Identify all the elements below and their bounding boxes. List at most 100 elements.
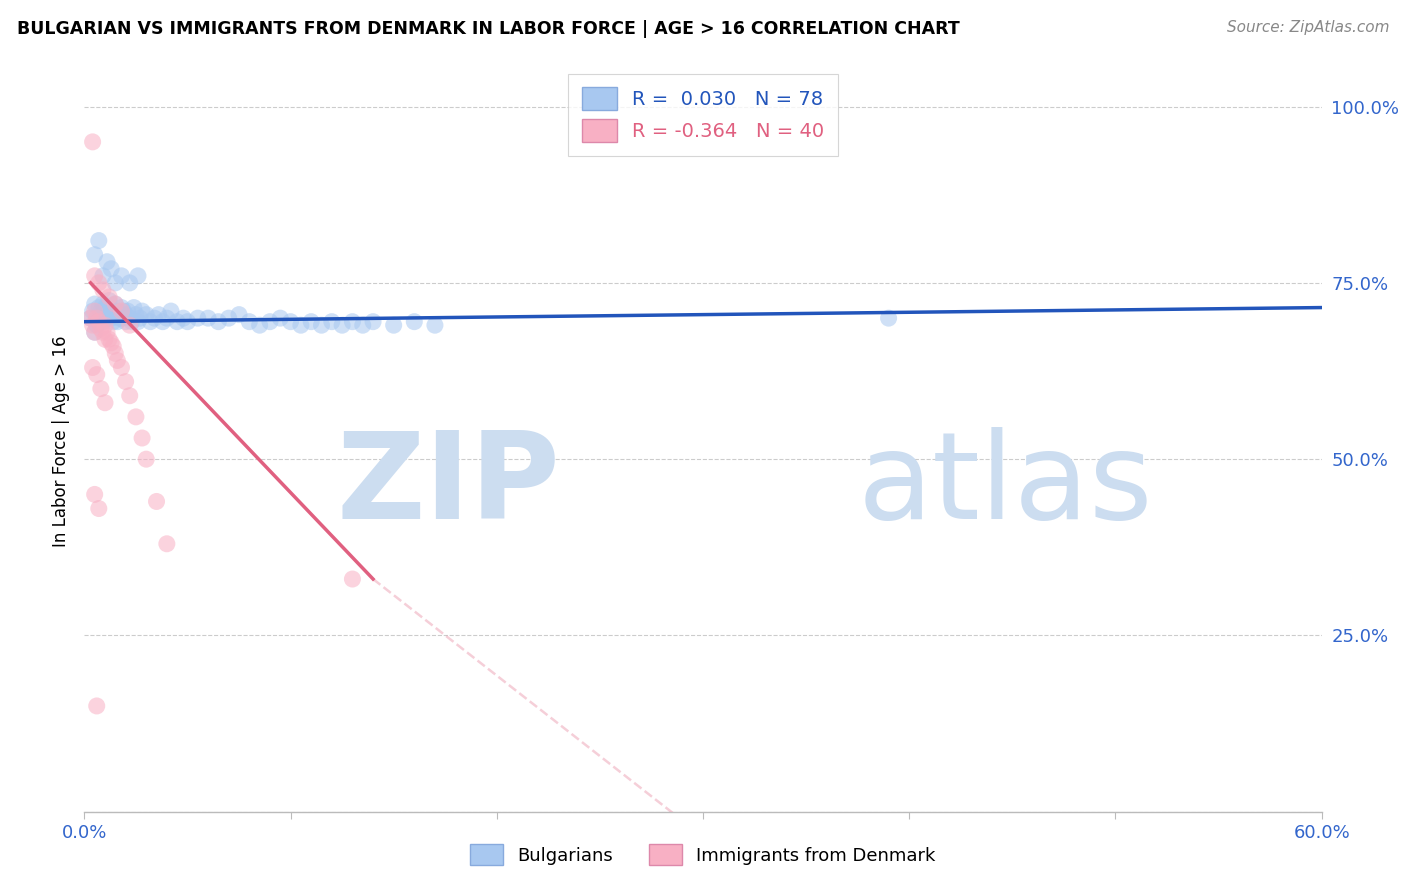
- Point: [131, 304, 153, 318]
- Point: [207, 315, 229, 329]
- Point: [118, 311, 141, 326]
- Point: [114, 375, 136, 389]
- Point: [197, 311, 219, 326]
- Point: [125, 308, 148, 322]
- Point: [104, 297, 127, 311]
- Point: [156, 311, 179, 326]
- Point: [110, 360, 132, 375]
- Point: [321, 315, 343, 329]
- Point: [98, 293, 121, 308]
- Point: [110, 304, 132, 318]
- Point: [299, 315, 322, 329]
- Point: [104, 276, 127, 290]
- Point: [82, 304, 104, 318]
- Point: [86, 311, 108, 326]
- Point: [160, 304, 183, 318]
- Point: [86, 368, 108, 382]
- Point: [166, 315, 188, 329]
- Point: [129, 311, 152, 326]
- Point: [87, 276, 110, 290]
- Point: [100, 311, 122, 326]
- Point: [105, 353, 128, 368]
- Point: [94, 318, 117, 333]
- Point: [103, 315, 125, 329]
- Point: [172, 311, 194, 326]
- Point: [228, 308, 250, 322]
- Point: [290, 318, 312, 333]
- Point: [87, 315, 110, 329]
- Point: [877, 311, 900, 326]
- Point: [94, 308, 117, 322]
- Point: [83, 304, 105, 318]
- Point: [94, 332, 117, 346]
- Point: [91, 315, 114, 329]
- Point: [96, 311, 118, 326]
- Point: [86, 698, 108, 713]
- Point: [121, 315, 143, 329]
- Point: [112, 304, 135, 318]
- Point: [82, 135, 104, 149]
- Legend: R =  0.030   N = 78, R = -0.364   N = 40: R = 0.030 N = 78, R = -0.364 N = 40: [568, 74, 838, 155]
- Point: [145, 494, 167, 508]
- Point: [100, 335, 122, 350]
- Point: [98, 304, 121, 318]
- Point: [361, 315, 384, 329]
- Point: [98, 290, 121, 304]
- Point: [83, 325, 105, 339]
- Point: [118, 318, 141, 333]
- Point: [105, 304, 128, 318]
- Point: [176, 315, 198, 329]
- Point: [91, 283, 114, 297]
- Point: [82, 318, 104, 333]
- Legend: Bulgarians, Immigrants from Denmark: Bulgarians, Immigrants from Denmark: [463, 837, 943, 872]
- Point: [82, 360, 104, 375]
- Point: [330, 318, 353, 333]
- Text: BULGARIAN VS IMMIGRANTS FROM DENMARK IN LABOR FORCE | AGE > 16 CORRELATION CHART: BULGARIAN VS IMMIGRANTS FROM DENMARK IN …: [17, 20, 960, 37]
- Point: [86, 311, 108, 326]
- Point: [105, 315, 128, 329]
- Point: [86, 318, 108, 333]
- Point: [127, 268, 149, 283]
- Point: [342, 572, 364, 586]
- Point: [104, 297, 127, 311]
- Point: [382, 318, 405, 333]
- Point: [98, 332, 121, 346]
- Point: [87, 301, 110, 315]
- Point: [90, 311, 112, 326]
- Text: Source: ZipAtlas.com: Source: ZipAtlas.com: [1226, 20, 1389, 35]
- Point: [249, 318, 271, 333]
- Point: [135, 308, 157, 322]
- Point: [342, 315, 364, 329]
- Point: [131, 431, 153, 445]
- Point: [91, 325, 114, 339]
- Point: [96, 254, 118, 268]
- Point: [104, 308, 127, 322]
- Point: [110, 268, 132, 283]
- Point: [135, 452, 157, 467]
- Point: [83, 487, 105, 501]
- Point: [87, 501, 110, 516]
- Text: ZIP: ZIP: [337, 427, 561, 544]
- Point: [114, 308, 136, 322]
- Point: [152, 315, 174, 329]
- Point: [280, 315, 302, 329]
- Point: [110, 301, 132, 315]
- Point: [83, 248, 105, 262]
- Point: [423, 318, 446, 333]
- Point: [218, 311, 240, 326]
- Point: [118, 276, 141, 290]
- Point: [238, 315, 260, 329]
- Point: [125, 409, 148, 424]
- Point: [94, 301, 117, 315]
- Point: [110, 311, 132, 326]
- Point: [79, 311, 101, 326]
- Point: [83, 268, 105, 283]
- Point: [108, 311, 131, 326]
- Y-axis label: In Labor Force | Age > 16: In Labor Force | Age > 16: [52, 335, 70, 548]
- Point: [118, 389, 141, 403]
- Point: [259, 315, 281, 329]
- Text: atlas: atlas: [858, 427, 1153, 544]
- Point: [96, 325, 118, 339]
- Point: [269, 311, 291, 326]
- Point: [127, 315, 149, 329]
